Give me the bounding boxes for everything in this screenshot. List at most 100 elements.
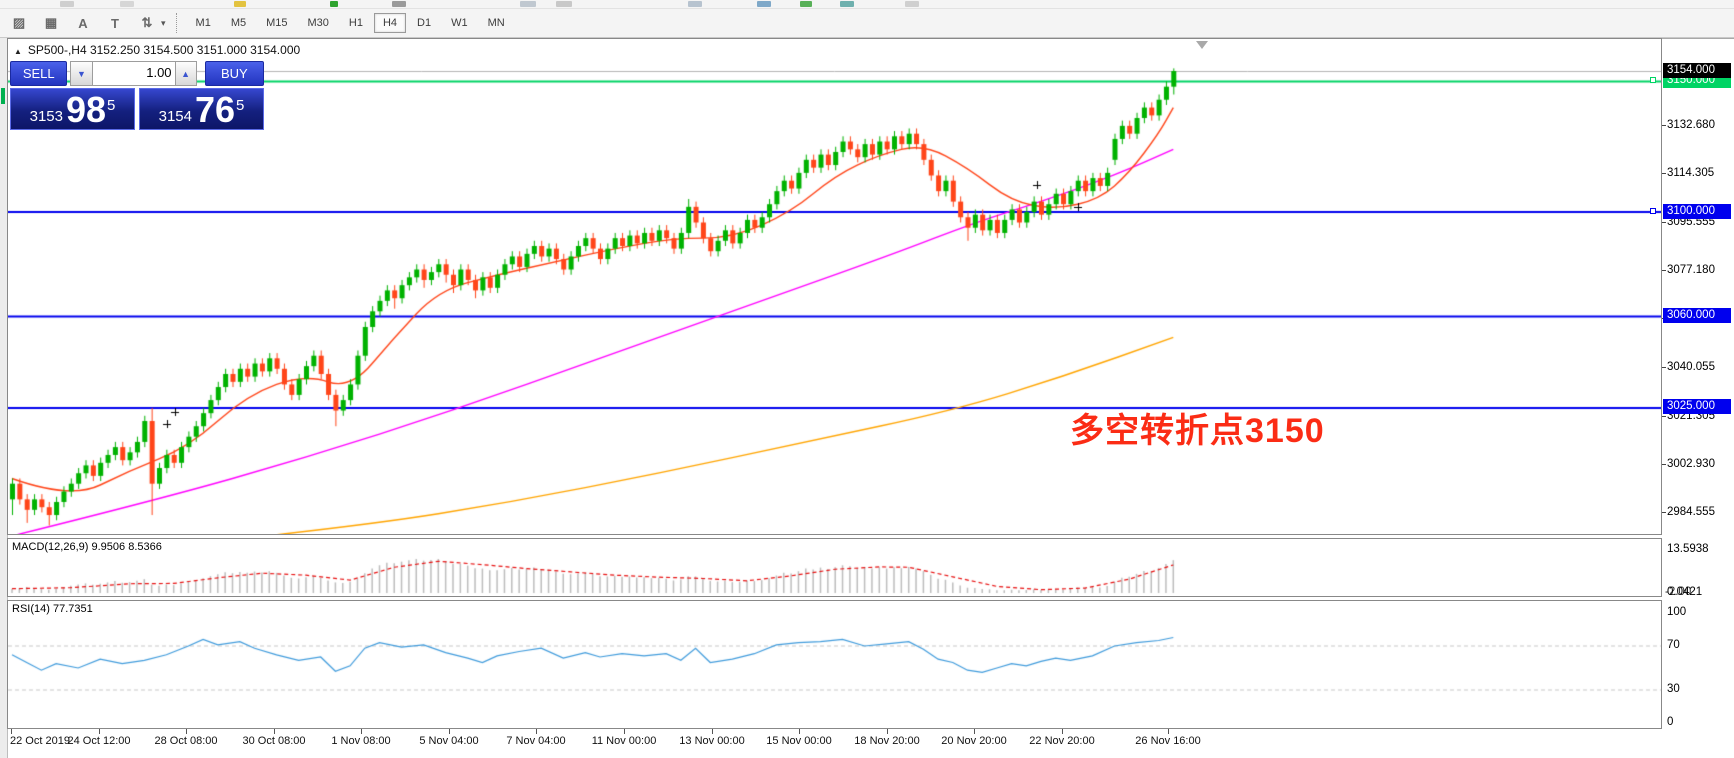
line-handle[interactable] xyxy=(1650,208,1656,214)
volume-input[interactable] xyxy=(92,62,175,83)
toolbar-fragment-icon xyxy=(800,1,812,7)
time-tick-mark xyxy=(624,729,625,734)
toolbar-fragment-icon xyxy=(840,1,854,7)
arrows-style-icon[interactable]: ⇅ xyxy=(141,15,153,30)
chart-header: ▲ SP500-,H4 3152.250 3154.500 3151.000 31… xyxy=(14,43,300,57)
chart-annotation-text[interactable]: 多空转折点3150 xyxy=(1070,412,1325,450)
macd-panel xyxy=(7,538,1662,597)
time-tick-label: 13 Nov 00:00 xyxy=(679,735,745,747)
price-tick-mark xyxy=(1662,270,1666,271)
price-tick-mark xyxy=(1662,464,1666,465)
hatch-style-e-icon[interactable]: ▨ xyxy=(12,15,26,30)
rsi-value: 77.7351 xyxy=(52,603,93,615)
price-line-badge: 3025.000 xyxy=(1663,399,1731,414)
time-tick-mark xyxy=(536,729,537,734)
drawing-tools-group: ▨ ▦ A T ⇅ xyxy=(0,11,160,35)
sell-price-main: 3153 xyxy=(29,108,63,125)
price-tick-label: 3114.305 xyxy=(1667,167,1715,179)
time-tick-mark xyxy=(799,729,800,734)
rsi-label: RSI(14) 77.7351 xyxy=(12,603,93,615)
time-tick-label: 11 Nov 00:00 xyxy=(591,735,657,747)
time-tick-mark xyxy=(186,729,187,734)
price-tick-label: 3040.055 xyxy=(1667,361,1715,373)
one-click-trading-panel: SELL ▼ ▲ BUY 3153 98 5 3154 76 5 xyxy=(10,61,264,130)
volume-decrease-button[interactable]: ▼ xyxy=(70,61,93,86)
time-tick-label: 18 Nov 20:00 xyxy=(854,735,920,747)
toolbar-fragment-icon xyxy=(556,1,572,7)
buy-price-sup: 5 xyxy=(236,97,245,114)
price-tick-label: 3077.180 xyxy=(1667,264,1715,276)
connection-indicator xyxy=(1,88,5,104)
timeframe-m15[interactable]: M15 xyxy=(266,17,288,29)
toolbar-fragment-icon xyxy=(330,1,338,7)
sell-button[interactable]: SELL xyxy=(10,61,68,86)
text-box-icon[interactable]: T xyxy=(111,15,119,31)
rsi-axis-label: 70 xyxy=(1667,639,1680,651)
current-price-badge: 3154.000 xyxy=(1663,63,1731,78)
grid-style-f-icon[interactable]: ▦ xyxy=(44,15,58,30)
text-label-icon[interactable]: A xyxy=(78,15,88,31)
timeframe-h1[interactable]: H1 xyxy=(348,17,363,29)
macd-signal-value: 8.5366 xyxy=(128,541,162,553)
toolbar-fragment-icon xyxy=(120,1,134,7)
macd-label: MACD(12,26,9) 9.9506 8.5366 xyxy=(12,541,162,553)
toolbar-fragment-icon xyxy=(60,1,74,7)
toolbar-fragment-icon xyxy=(392,1,406,7)
main-chart-canvas[interactable] xyxy=(8,39,1661,534)
toolbar-fragment-icon xyxy=(520,1,536,7)
time-tick-label: 30 Oct 08:00 xyxy=(242,735,306,747)
timeframe-h4[interactable]: H4 xyxy=(373,13,407,33)
timeframe-d1[interactable]: D1 xyxy=(417,17,432,29)
timeframe-m30[interactable]: M30 xyxy=(307,17,329,29)
time-tick-label: 15 Nov 00:00 xyxy=(766,735,832,747)
rsi-axis-label: 0 xyxy=(1667,716,1674,728)
time-tick-mark xyxy=(712,729,713,734)
macd-axis-zero-label: 0.0421 xyxy=(1667,586,1703,598)
rsi-axis-label: 30 xyxy=(1667,683,1680,695)
time-tick-label: 7 Nov 04:00 xyxy=(506,735,566,747)
sell-price-display[interactable]: 3153 98 5 xyxy=(10,88,135,130)
time-tick-mark xyxy=(274,729,275,734)
timeframe-mn[interactable]: MN xyxy=(487,17,505,29)
timeframe-w1[interactable]: W1 xyxy=(451,17,468,29)
price-line-badge: 3100.000 xyxy=(1663,204,1731,219)
macd-canvas[interactable] xyxy=(8,539,1661,596)
time-tick-mark xyxy=(1062,729,1063,734)
buy-price-display[interactable]: 3154 76 5 xyxy=(139,88,264,130)
time-tick-label: 5 Nov 04:00 xyxy=(419,735,479,747)
rsi-canvas[interactable] xyxy=(8,601,1661,728)
macd-axis-max-label: 13.5938 xyxy=(1667,543,1709,555)
toolbar-fragment-icon xyxy=(905,1,919,7)
sell-price-sup: 5 xyxy=(107,97,116,114)
toolbar-fragment-icon xyxy=(688,1,702,7)
price-tick-mark xyxy=(1662,125,1666,126)
timeframe-m5[interactable]: M5 xyxy=(230,17,247,29)
time-tick-label: 1 Nov 08:00 xyxy=(331,735,391,747)
rsi-axis-label: 100 xyxy=(1667,606,1687,618)
volume-increase-button[interactable]: ▲ xyxy=(174,61,197,86)
chevron-down-icon[interactable]: ▾ xyxy=(161,17,166,28)
price-tick-mark xyxy=(1662,222,1666,223)
toolbar-separator xyxy=(175,13,178,33)
time-tick-label: 28 Oct 08:00 xyxy=(154,735,218,747)
price-tick-label: 3095.555 xyxy=(1667,216,1715,228)
buy-button[interactable]: BUY xyxy=(204,61,264,86)
time-tick-label: 22 Oct 2019 xyxy=(10,735,70,747)
timeframe-group: M1 M5 M15 M30 H1 H4 D1 W1 MN xyxy=(186,13,515,33)
chart-toolbar: ▨ ▦ A T ⇅ ▾ M1 M5 M15 M30 H1 H4 D1 W1 MN xyxy=(0,9,1734,38)
macd-title: MACD(12,26,9) xyxy=(12,541,89,553)
buy-price-big: 76 xyxy=(194,89,236,130)
timeframe-m1[interactable]: M1 xyxy=(195,17,211,29)
price-tick-label: 2984.555 xyxy=(1667,506,1715,518)
symbol-ohlc-text: SP500-,H4 3152.250 3154.500 3151.000 315… xyxy=(27,43,301,57)
buy-price-main: 3154 xyxy=(158,108,192,125)
time-tick-mark xyxy=(887,729,888,734)
time-tick-label: 20 Nov 20:00 xyxy=(941,735,1007,747)
chart-shift-marker-icon[interactable] xyxy=(1196,41,1208,49)
collapse-triangle-icon[interactable]: ▲ xyxy=(14,47,22,56)
line-handle[interactable] xyxy=(1650,77,1656,83)
toolbar-fragment-icon xyxy=(757,1,771,7)
time-tick-mark xyxy=(449,729,450,734)
rsi-panel xyxy=(7,600,1662,729)
